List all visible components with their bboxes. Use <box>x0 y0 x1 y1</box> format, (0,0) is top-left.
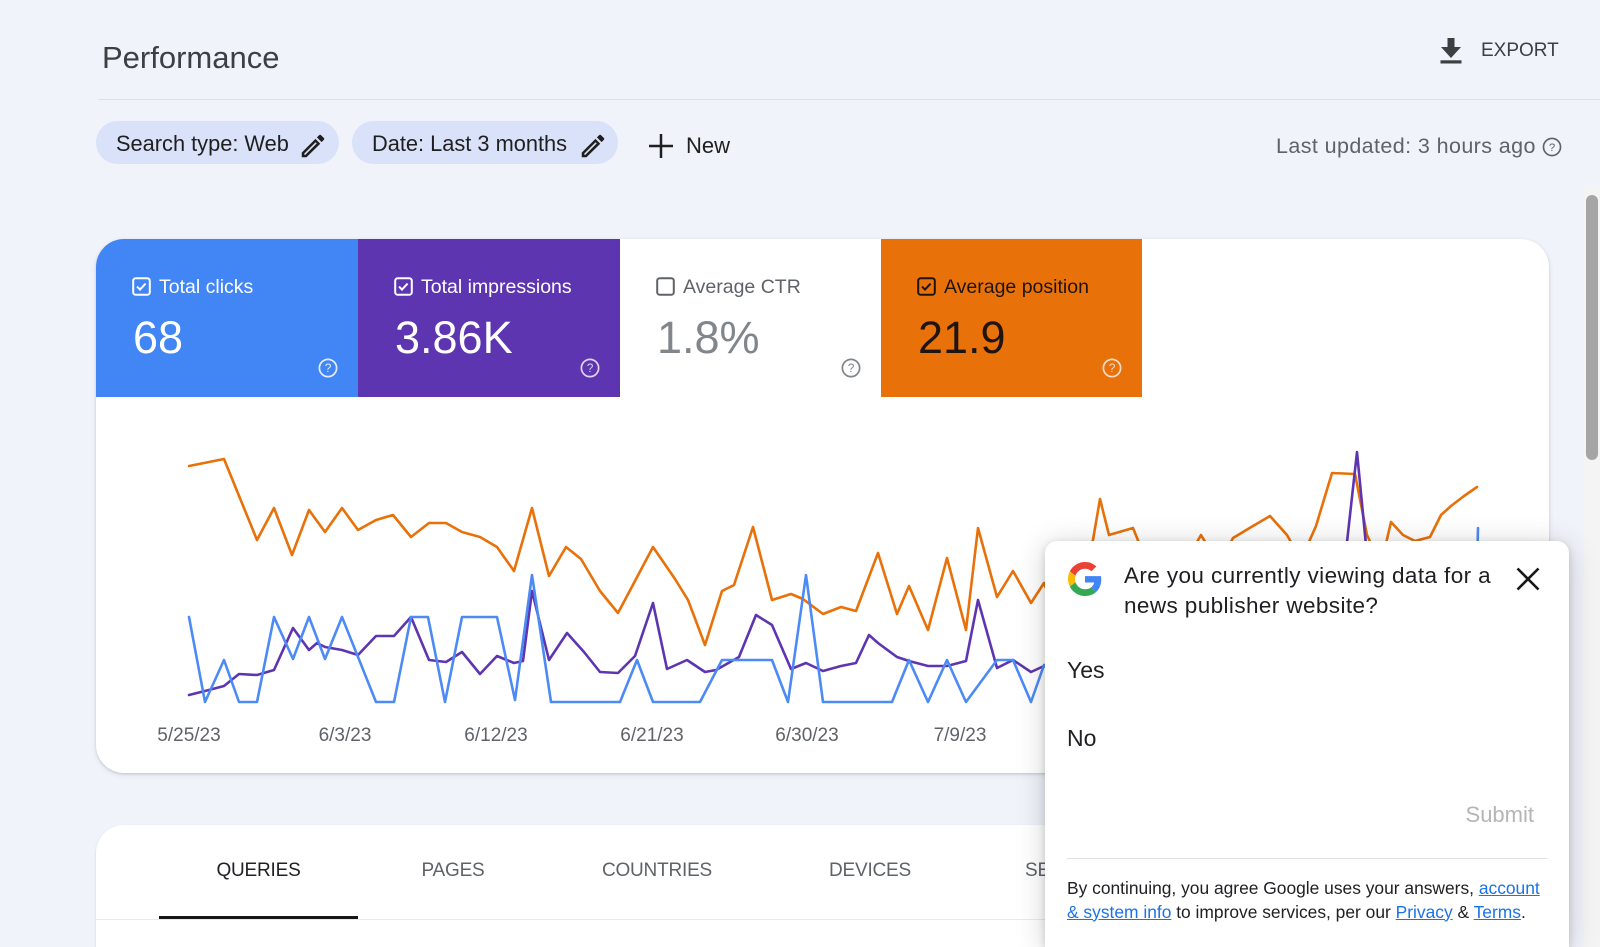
svg-text:?: ? <box>848 361 855 375</box>
svg-text:5/25/23: 5/25/23 <box>157 725 220 746</box>
svg-text:?: ? <box>1549 141 1555 153</box>
svg-text:6/12/23: 6/12/23 <box>464 725 527 746</box>
svg-text:6/30/23: 6/30/23 <box>775 725 838 746</box>
svg-text:?: ? <box>587 361 594 375</box>
svg-text:?: ? <box>325 361 332 375</box>
svg-text:6/21/23: 6/21/23 <box>620 725 683 746</box>
svg-text:6/3/23: 6/3/23 <box>319 725 372 746</box>
svg-text:?: ? <box>1109 361 1116 375</box>
svg-text:7/9/23: 7/9/23 <box>934 725 987 746</box>
